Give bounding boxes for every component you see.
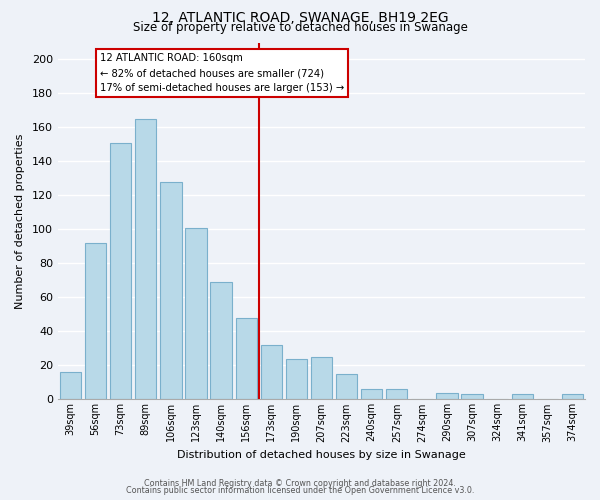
Bar — [60, 372, 81, 400]
Bar — [361, 389, 382, 400]
Bar — [110, 143, 131, 400]
Bar — [85, 243, 106, 400]
Bar — [286, 358, 307, 400]
Bar — [336, 374, 357, 400]
Text: Contains public sector information licensed under the Open Government Licence v3: Contains public sector information licen… — [126, 486, 474, 495]
Text: Size of property relative to detached houses in Swanage: Size of property relative to detached ho… — [133, 21, 467, 34]
Bar — [512, 394, 533, 400]
Bar — [562, 394, 583, 400]
Bar — [160, 182, 182, 400]
Bar — [311, 357, 332, 400]
Bar — [436, 392, 458, 400]
Bar — [211, 282, 232, 400]
Y-axis label: Number of detached properties: Number of detached properties — [15, 134, 25, 308]
Bar — [236, 318, 257, 400]
Bar — [135, 119, 157, 400]
Bar — [461, 394, 483, 400]
Text: Contains HM Land Registry data © Crown copyright and database right 2024.: Contains HM Land Registry data © Crown c… — [144, 478, 456, 488]
X-axis label: Distribution of detached houses by size in Swanage: Distribution of detached houses by size … — [177, 450, 466, 460]
Text: 12, ATLANTIC ROAD, SWANAGE, BH19 2EG: 12, ATLANTIC ROAD, SWANAGE, BH19 2EG — [152, 11, 448, 25]
Text: 12 ATLANTIC ROAD: 160sqm
← 82% of detached houses are smaller (724)
17% of semi-: 12 ATLANTIC ROAD: 160sqm ← 82% of detach… — [100, 53, 344, 93]
Bar — [386, 389, 407, 400]
Bar — [185, 228, 206, 400]
Bar — [260, 345, 282, 400]
